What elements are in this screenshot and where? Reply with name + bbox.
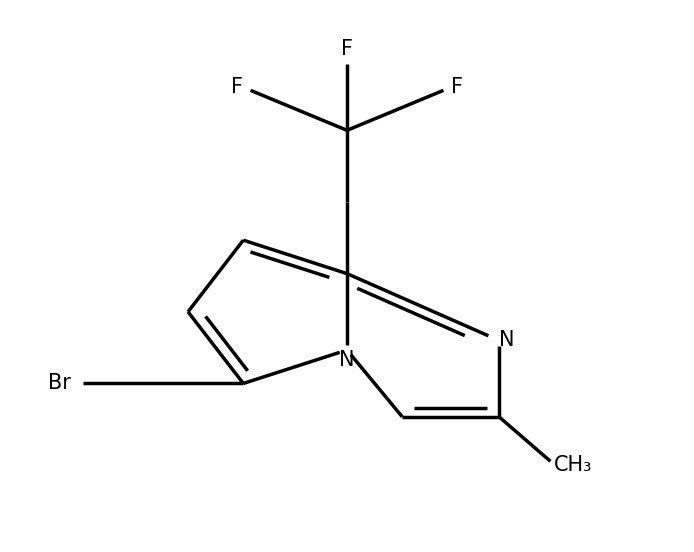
Text: F: F bbox=[231, 77, 244, 97]
Text: N: N bbox=[339, 350, 355, 370]
Text: N: N bbox=[499, 331, 514, 351]
Text: F: F bbox=[450, 77, 463, 97]
Text: Br: Br bbox=[48, 374, 71, 394]
Text: CH₃: CH₃ bbox=[555, 455, 593, 475]
Text: F: F bbox=[341, 39, 353, 59]
